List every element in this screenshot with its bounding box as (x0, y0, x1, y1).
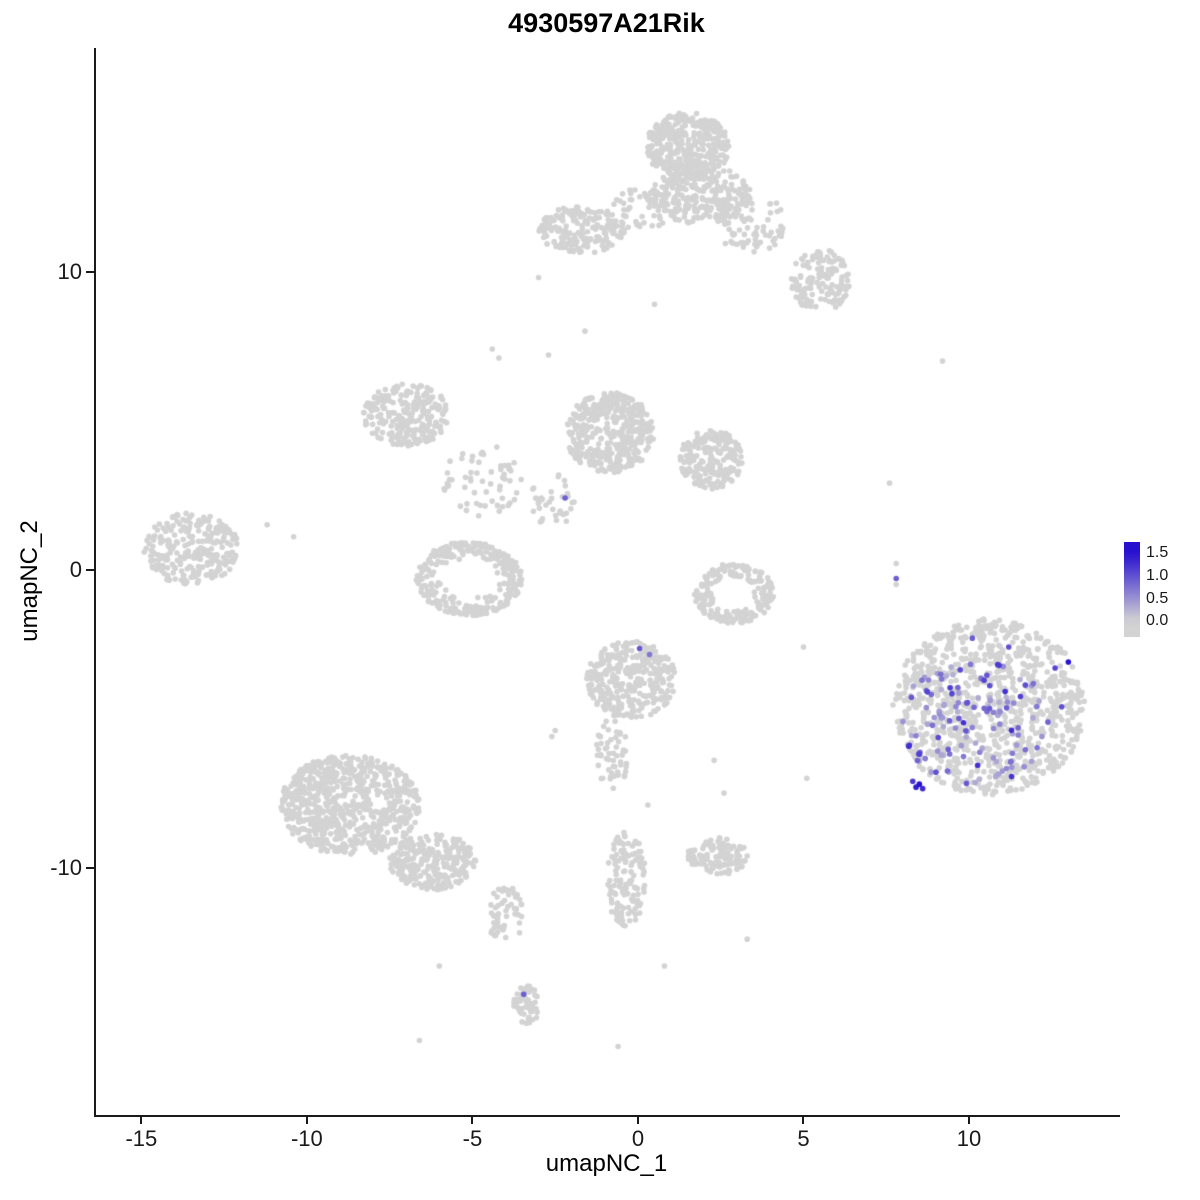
x-tick-label: 0 (631, 1126, 645, 1151)
y-tick-label: 10 (57, 258, 82, 284)
y-axis-line (94, 48, 96, 1117)
x-tick-label: -5 (462, 1126, 483, 1151)
legend-label: 1.5 (1146, 544, 1169, 562)
x-axis-label: umapNC_1 (545, 1150, 668, 1177)
x-tick-mark (802, 1115, 805, 1124)
x-tick-mark (636, 1115, 639, 1124)
y-tick-mark (86, 568, 95, 571)
x-tick-mark (968, 1115, 971, 1124)
x-tick-label: -15 (125, 1126, 158, 1151)
y-tick-mark (86, 866, 95, 869)
y-axis-label: umapNC_2 (16, 520, 43, 642)
legend-gradient-bar (1124, 542, 1140, 637)
y-tick-mark (86, 270, 95, 273)
x-tick-mark (140, 1115, 143, 1124)
x-axis-line (94, 1115, 1120, 1117)
x-tick-label: -10 (290, 1126, 323, 1151)
x-tick-mark (305, 1115, 308, 1124)
legend-label: 0.0 (1146, 612, 1169, 630)
y-tick-label: 0 (69, 556, 82, 582)
x-tick-mark (471, 1115, 474, 1124)
expression-legend: 1.5 1.0 0.5 0.0 (1124, 540, 1200, 640)
x-tick-label: 10 (956, 1126, 982, 1151)
y-tick-label: -10 (50, 854, 82, 880)
x-tick-label: 5 (797, 1126, 810, 1151)
legend-label: 1.0 (1146, 566, 1169, 584)
legend-label: 0.5 (1146, 589, 1169, 607)
